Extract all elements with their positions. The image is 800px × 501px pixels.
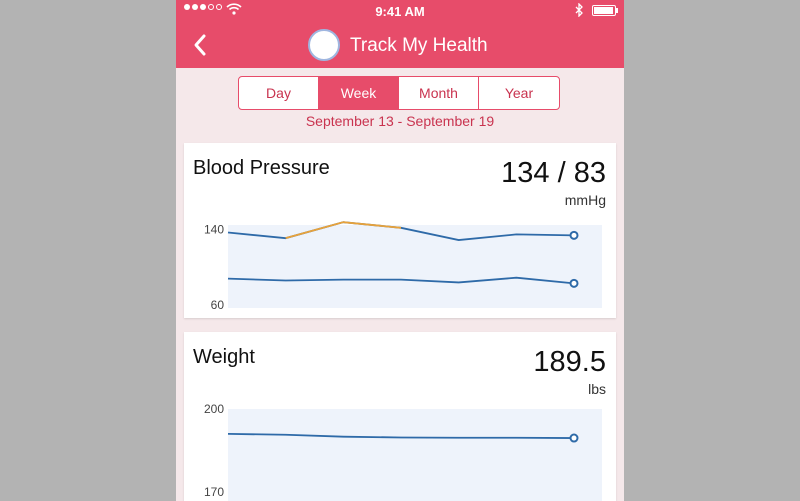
tab-week[interactable]: Week	[319, 77, 399, 109]
series-highlight-segment	[285, 221, 402, 240]
latest-point-marker	[569, 278, 579, 288]
series-line-1	[227, 221, 575, 241]
plot-area	[228, 409, 602, 501]
time-range-selector: Day Week Month Year	[238, 76, 560, 110]
weight-unit: lbs	[588, 381, 606, 397]
app-header: 9:41 AM Track My Health	[176, 0, 624, 68]
blood-pressure-chart: 140 60	[204, 221, 602, 312]
phone-screen: 9:41 AM Track My Health Day Week Month Y…	[176, 0, 624, 501]
blood-pressure-unit: mmHg	[564, 192, 606, 208]
latest-point-marker	[569, 433, 579, 443]
weight-value: 189.5	[533, 346, 606, 378]
tab-year[interactable]: Year	[504, 85, 534, 101]
blood-pressure-card[interactable]: Blood Pressure 134 / 83 mmHg 140 60	[184, 143, 616, 318]
card-title: Weight	[193, 346, 255, 368]
blood-pressure-value: 134 / 83	[501, 157, 606, 189]
weight-card[interactable]: Weight 189.5 lbs 200 170	[184, 332, 616, 501]
status-time: 9:41 AM	[375, 4, 425, 19]
y-tick-label: 60	[211, 298, 225, 312]
back-button[interactable]	[188, 32, 214, 58]
wifi-icon	[226, 3, 242, 15]
y-tick-label: 170	[204, 485, 224, 499]
tab-month[interactable]: Month	[399, 77, 479, 109]
page-title: Track My Health	[350, 35, 488, 56]
bluetooth-icon	[575, 3, 583, 17]
tab-day[interactable]: Day	[239, 77, 319, 109]
battery-icon	[592, 5, 618, 16]
card-title: Blood Pressure	[193, 157, 330, 179]
date-range: September 13 - September 19	[305, 113, 495, 129]
chevron-left-icon	[194, 34, 206, 56]
series-line-1	[227, 433, 575, 439]
weight-chart: 200 170	[204, 402, 602, 501]
signal-strength-icon	[184, 4, 222, 10]
plot-area	[228, 225, 602, 308]
app-logo	[308, 29, 340, 61]
y-tick-label: 140	[204, 223, 224, 237]
latest-point-marker	[569, 230, 579, 240]
series-line-2	[227, 276, 575, 285]
y-tick-label: 200	[204, 402, 224, 416]
